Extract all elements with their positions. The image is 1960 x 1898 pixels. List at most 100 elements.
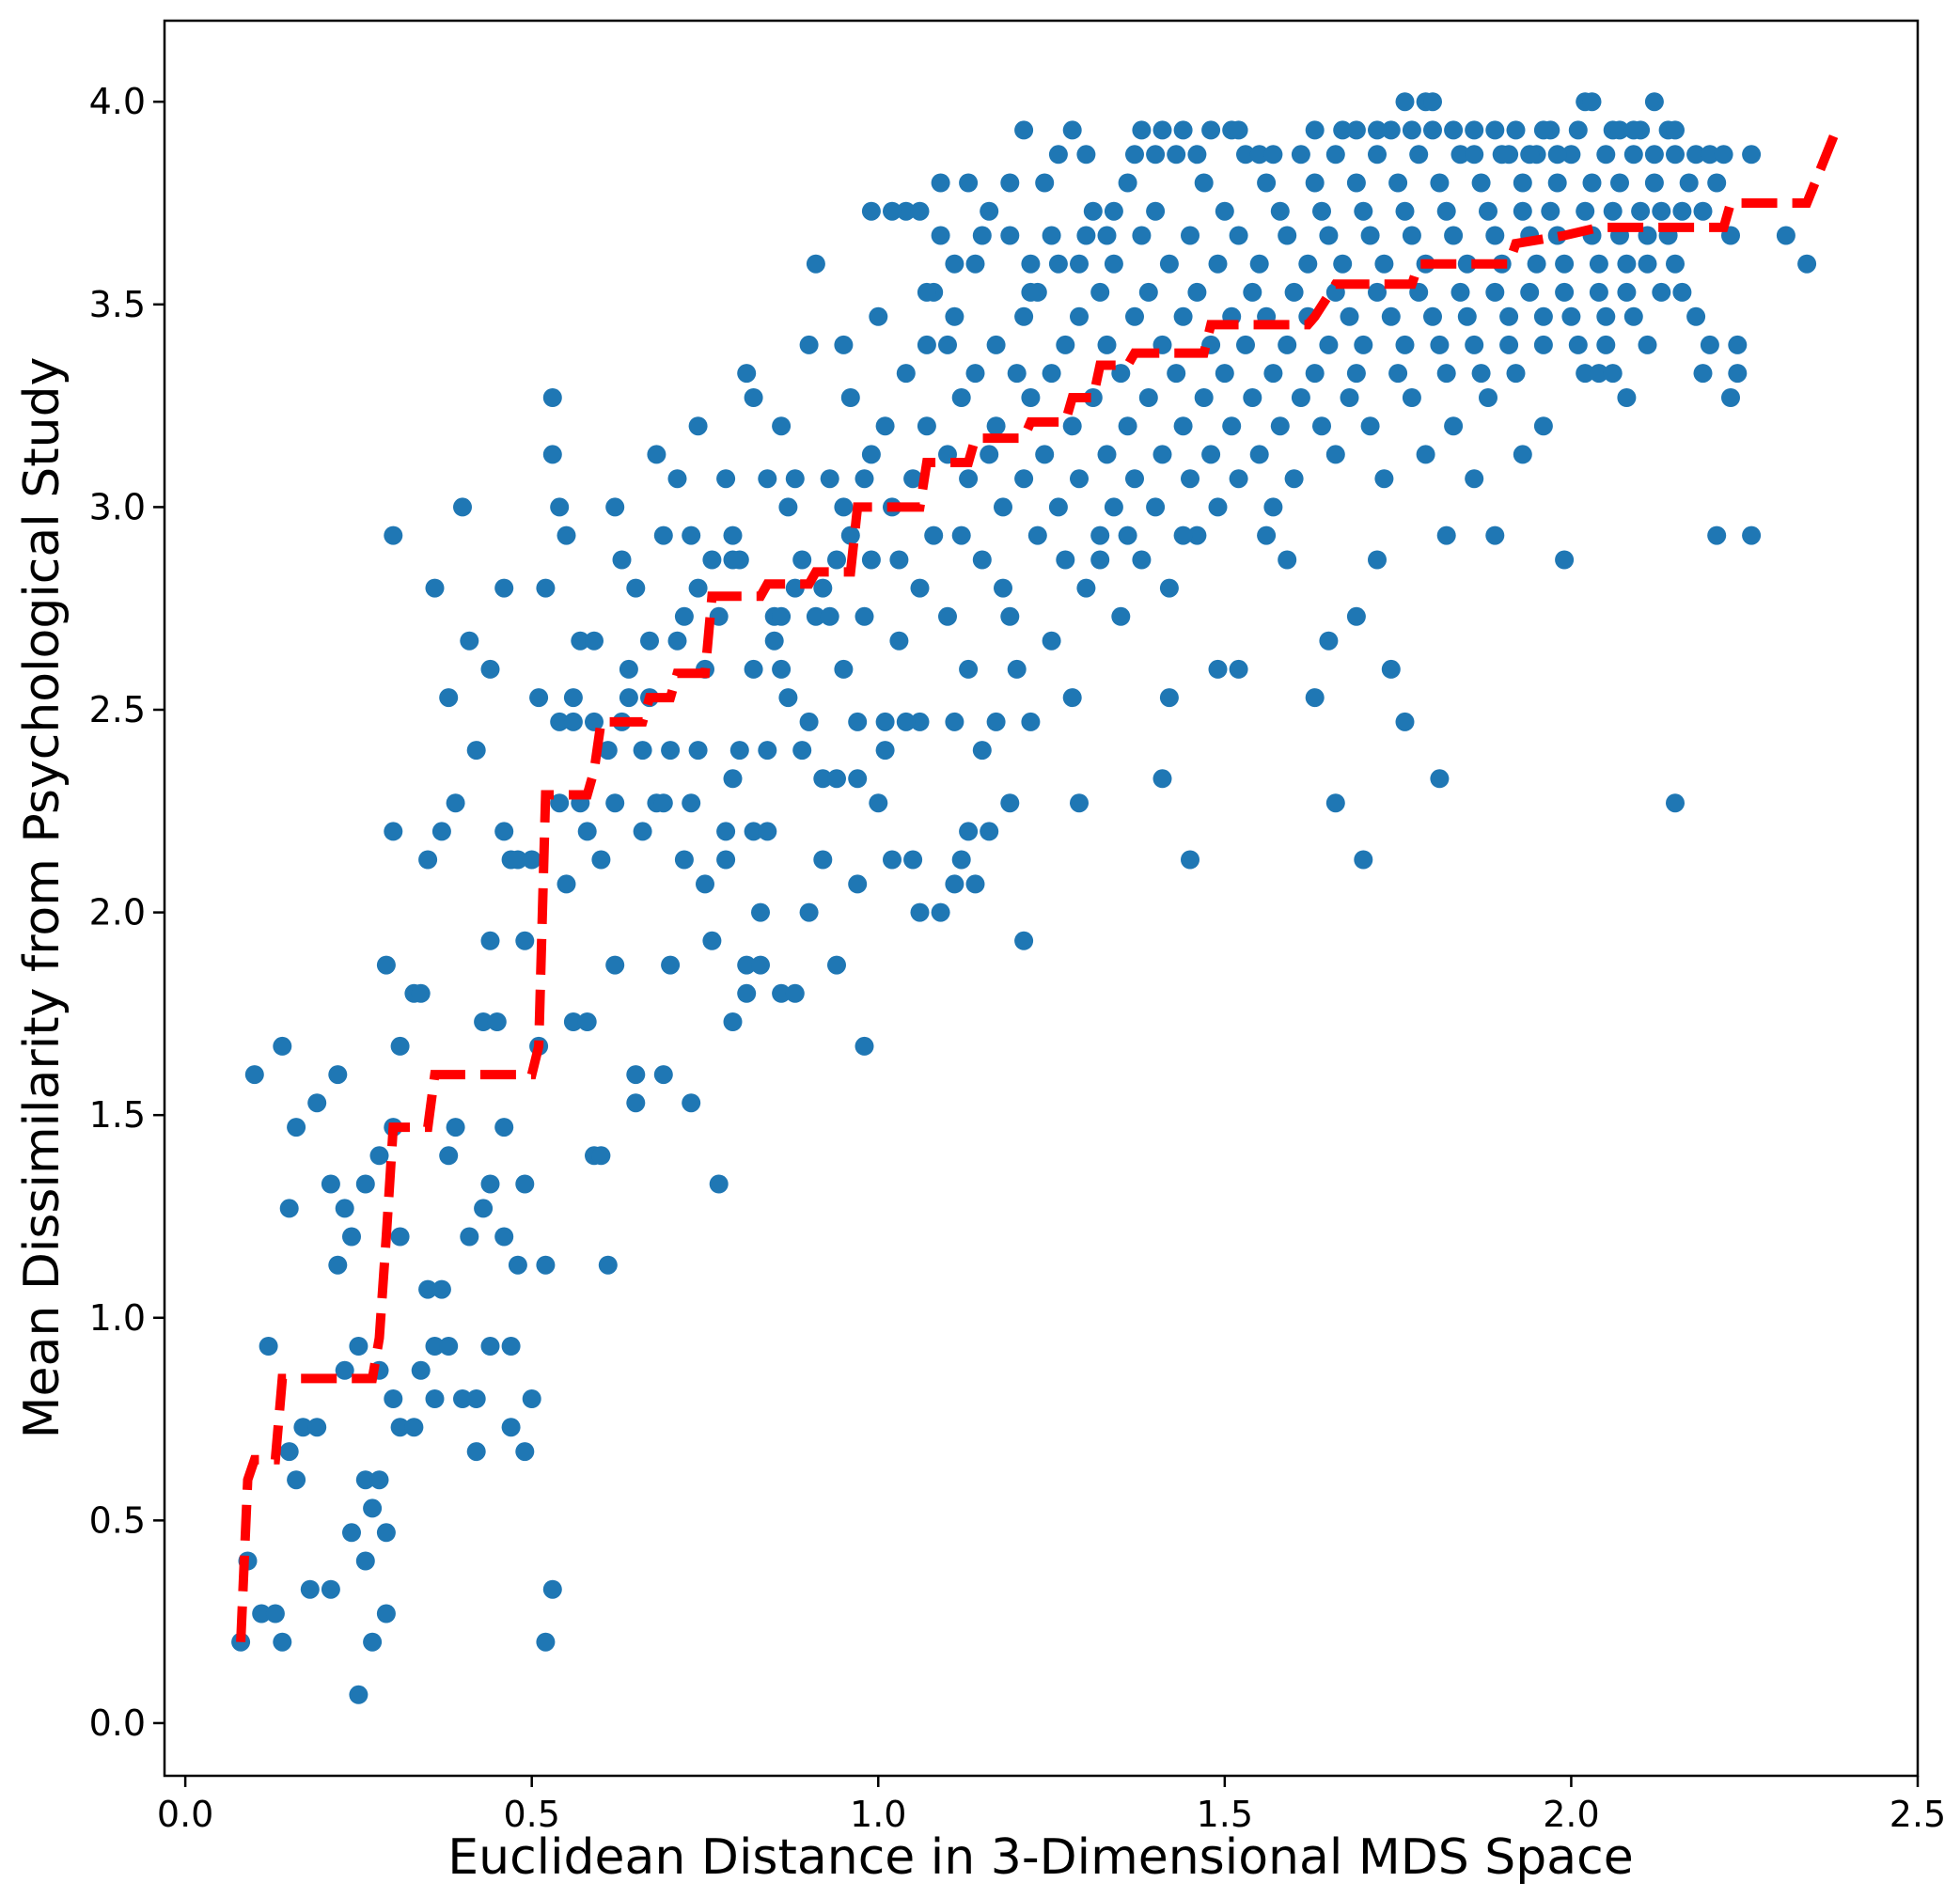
scatter-point (1278, 226, 1297, 245)
scatter-point (1014, 469, 1034, 489)
scatter-point (1118, 525, 1137, 545)
scatter-point (1576, 364, 1595, 384)
scatter-point (474, 1199, 494, 1218)
scatter-point (1014, 120, 1034, 140)
scatter-point (729, 741, 749, 761)
scatter-point (1062, 416, 1082, 436)
scatter-point (1666, 793, 1685, 813)
scatter-point (1159, 688, 1179, 708)
scatter-point (1305, 364, 1325, 384)
scatter-point (439, 1337, 459, 1356)
scatter-point (1340, 388, 1359, 407)
scatter-point (1194, 173, 1214, 193)
scatter-point (1776, 226, 1795, 245)
scatter-point (1249, 445, 1269, 464)
scatter-point (1229, 659, 1248, 679)
scatter-point (994, 578, 1012, 598)
scatter-point (279, 1442, 299, 1462)
scatter-point (945, 712, 964, 731)
plot-frame (163, 19, 1920, 1778)
scatter-point (1423, 120, 1442, 140)
y-axis: 0.0 0.5 1.0 1.5 2.0 2.5 3.0 3.5 4.0 (89, 81, 165, 1744)
scatter-point (460, 1227, 479, 1247)
scatter-point (709, 1174, 729, 1194)
y-tick-label: 4.0 (89, 81, 146, 122)
scatter-point (1374, 254, 1394, 274)
scatter-point (702, 931, 722, 950)
scatter-point (896, 712, 916, 731)
scatter-point (1222, 416, 1242, 436)
scatter-point (1499, 306, 1519, 326)
scatter-point (563, 712, 583, 731)
scatter-point (758, 741, 777, 761)
scatter-point (1104, 201, 1123, 221)
scatter-point (1485, 120, 1505, 140)
scatter-point (1263, 364, 1283, 384)
scatter-point (425, 1389, 445, 1408)
scatter-point (1402, 120, 1421, 140)
scatter-point (598, 741, 618, 761)
scatter-point (536, 1632, 556, 1652)
scatter-point (321, 1579, 340, 1599)
scatter-point (1208, 497, 1228, 517)
scatter-point (1090, 525, 1110, 545)
scatter-point (1436, 201, 1456, 221)
scatter-point (1181, 850, 1200, 870)
scatter-point (418, 850, 438, 870)
scatter-point (425, 1337, 445, 1356)
scatter-point (335, 1199, 354, 1218)
scatter-point (702, 550, 722, 570)
scatter-point (1346, 173, 1366, 193)
scatter-point (1589, 282, 1608, 302)
scatter-point (640, 631, 659, 651)
scatter-point (1027, 525, 1047, 545)
scatter-point (363, 1632, 383, 1652)
y-tick-label: 0.0 (89, 1702, 146, 1744)
scatter-point (1742, 145, 1762, 165)
scatter-point (1479, 201, 1497, 221)
y-axis-label: Mean Dissimilarity from Psychological St… (14, 357, 71, 1439)
scatter-point (1056, 550, 1075, 570)
scatter-point (1395, 92, 1415, 112)
scatter-point (965, 254, 985, 274)
scatter-point (1728, 335, 1748, 354)
scatter-point (1416, 445, 1435, 464)
scatter-point (515, 931, 535, 950)
scatter-point (557, 874, 576, 894)
x-tick-label: 2.5 (1889, 1794, 1946, 1835)
scatter-point (376, 1523, 396, 1543)
scatter-point (1520, 145, 1540, 165)
scatter-point (758, 469, 777, 489)
scatter-point (1340, 306, 1359, 326)
scatter-point (605, 793, 625, 813)
scatter-point (494, 822, 514, 841)
scatter-point (1506, 120, 1526, 140)
scatter-point (951, 525, 971, 545)
scatter-point (744, 822, 763, 841)
scatter-point (273, 1632, 292, 1652)
scatter-point (453, 497, 472, 517)
scatter-point (931, 902, 950, 922)
scatter-point (723, 769, 743, 789)
scatter-point (716, 469, 736, 489)
scatter-point (1333, 254, 1353, 274)
scatter-point (1021, 254, 1041, 274)
scatter-point (1305, 688, 1325, 708)
scatter-point (1700, 145, 1719, 165)
scatter-point (598, 1255, 618, 1275)
scatter-point (869, 306, 888, 326)
scatter-point (577, 1012, 597, 1031)
scatter-point (1056, 335, 1075, 354)
scatter-point (1173, 120, 1193, 140)
scatter-point (1568, 120, 1588, 140)
scatter-point (1173, 525, 1193, 545)
scatter-point (1354, 201, 1373, 221)
scatter-point (799, 902, 819, 922)
scatter-point (1617, 254, 1637, 274)
scatter-point (827, 955, 846, 975)
scatter-point (1236, 335, 1255, 354)
scatter-point (653, 793, 673, 813)
scatter-point (342, 1523, 361, 1543)
scatter-point (390, 1036, 410, 1056)
scatter-point (1485, 282, 1505, 302)
